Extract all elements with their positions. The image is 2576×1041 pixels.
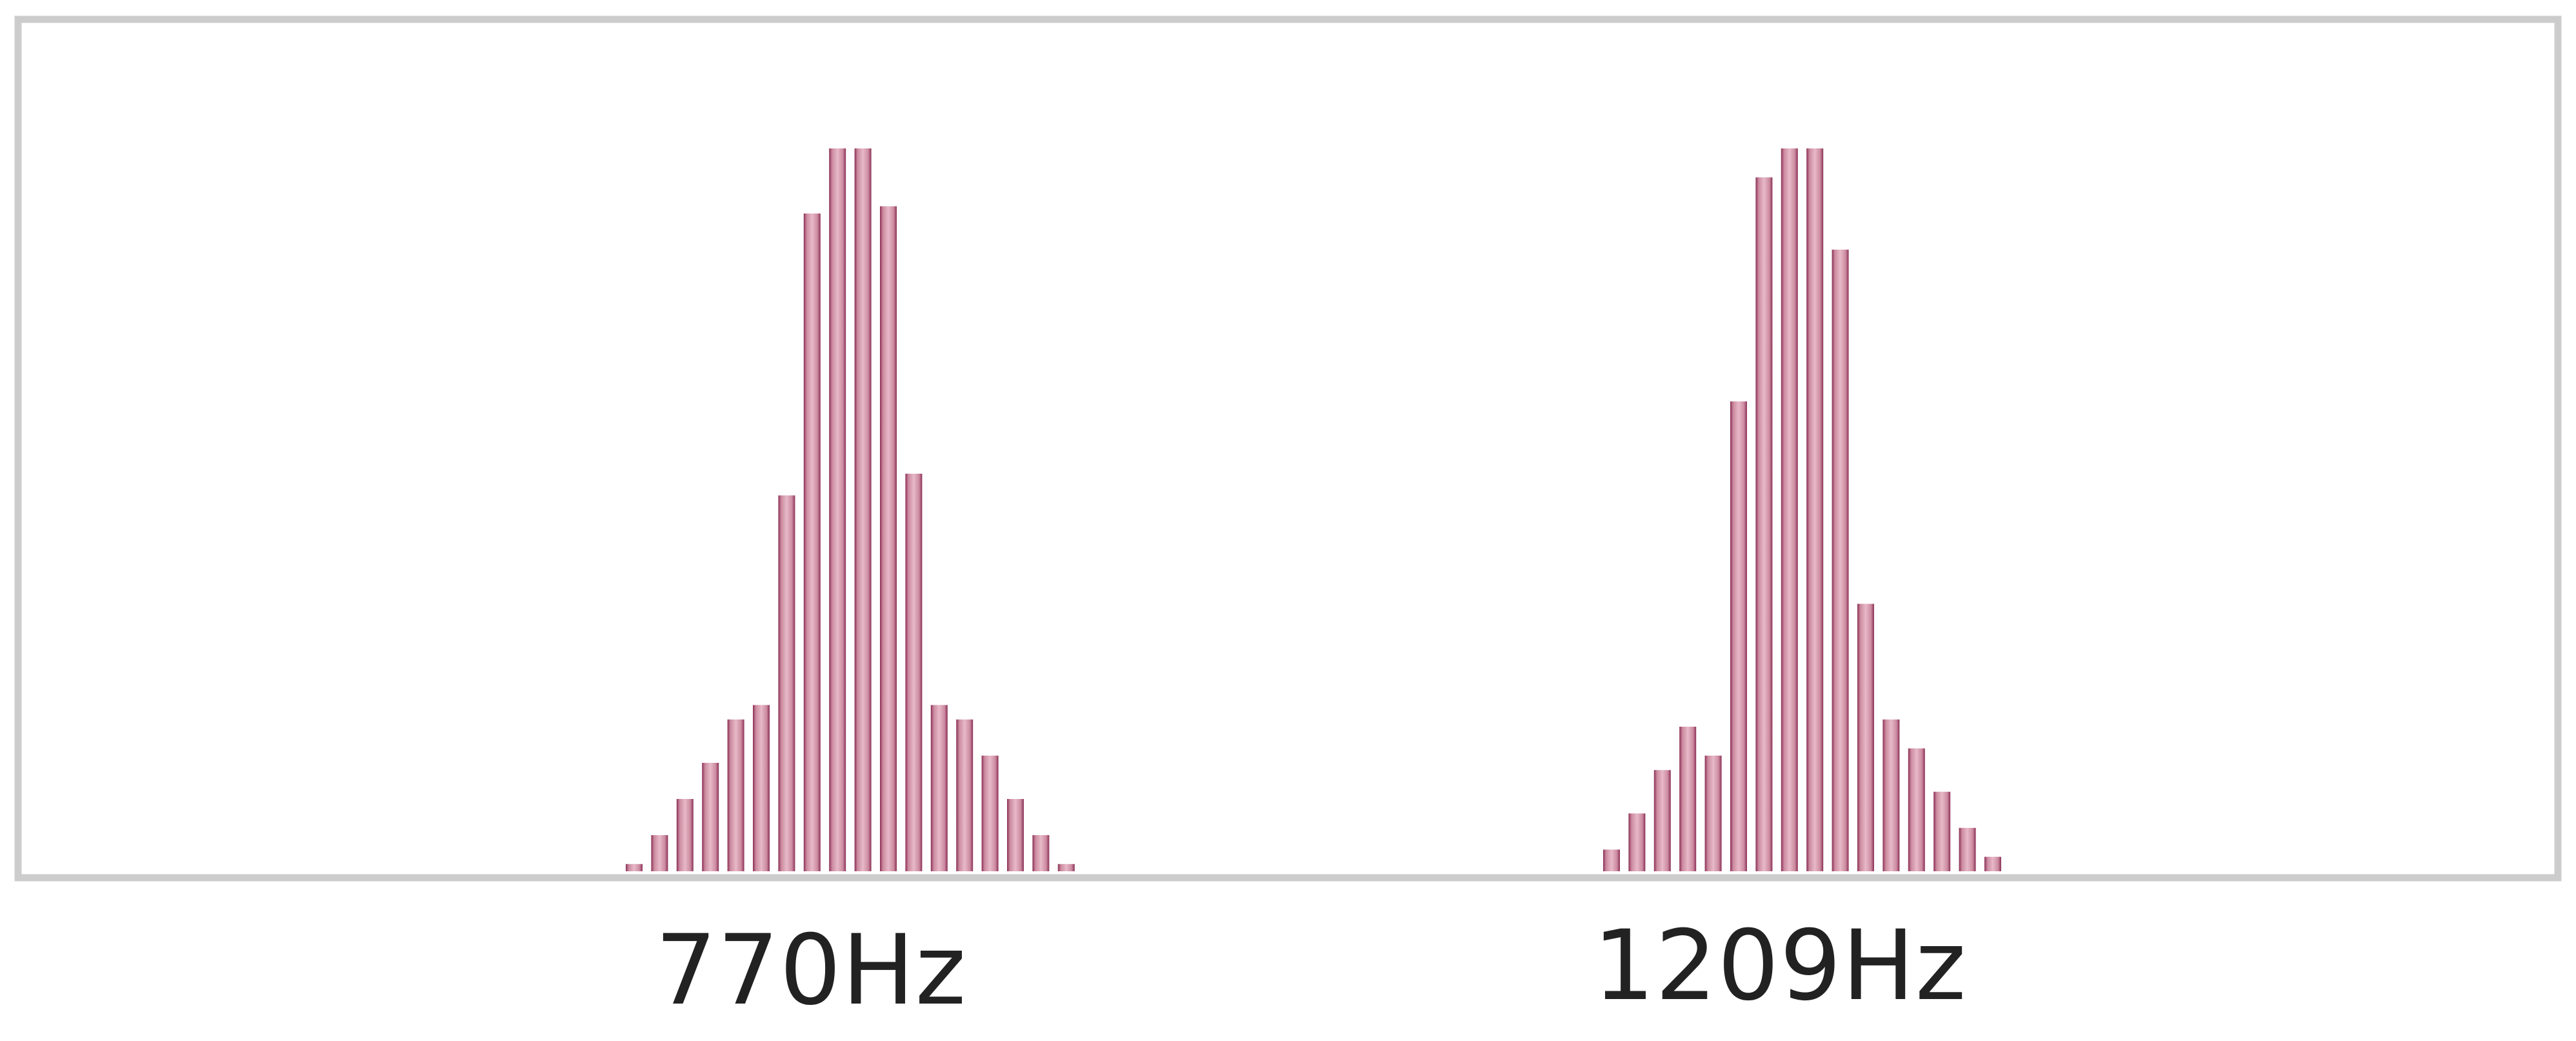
- spectrum-bar: [1007, 799, 1024, 871]
- spectrum-bar: [880, 206, 897, 872]
- spectrum-bar: [1882, 719, 1900, 871]
- spectrum-bar: [1984, 856, 2001, 871]
- peak-group-1: [626, 148, 1075, 872]
- spectrum-bar: [1730, 401, 1747, 871]
- spectrum-bar: [1628, 813, 1646, 871]
- spectrum-bar: [1781, 148, 1798, 871]
- spectrum-bar: [1603, 849, 1620, 871]
- spectrum-bar: [1679, 727, 1697, 871]
- spectrum-bar: [1057, 864, 1075, 871]
- spectrum-bar: [1857, 603, 1874, 871]
- spectrum-bar: [1653, 770, 1671, 871]
- spectrum-bar: [753, 705, 770, 871]
- spectrum-bar: [1806, 148, 1824, 871]
- spectrum-bar: [854, 148, 872, 871]
- spectrum-bar: [905, 474, 923, 871]
- spectrum-bar: [1032, 835, 1050, 871]
- spectrum-bar: [981, 755, 999, 871]
- spectrum-bar: [1704, 755, 1722, 871]
- tick-label-770hz: 770Hz: [655, 915, 967, 1027]
- spectrum-bar: [1933, 791, 1951, 871]
- spectrum-bar: [702, 763, 719, 871]
- spectrum-bar: [1959, 827, 1976, 871]
- tick-labels-group: 770Hz 1209Hz: [655, 910, 1966, 1027]
- spectrum-bar: [651, 835, 668, 871]
- spectrum-bar: [930, 705, 948, 871]
- tick-label-1209hz: 1209Hz: [1593, 910, 1966, 1022]
- spectrum-bar: [956, 719, 973, 871]
- peak-group-2: [1603, 148, 2001, 871]
- plot-frame: [14, 15, 2562, 882]
- spectrum-bar: [829, 148, 846, 871]
- spectrum-bar: [626, 864, 643, 871]
- bars-group: [626, 148, 2001, 872]
- spectrum-bar: [676, 799, 694, 871]
- spectrum-bar: [803, 213, 821, 871]
- spectrum-bar: [778, 495, 795, 871]
- spectrum-bar: [1908, 748, 1925, 871]
- spectrum-bar: [1755, 177, 1773, 871]
- spectrum-bar: [1832, 249, 1849, 871]
- spectrum-bar: [727, 719, 744, 871]
